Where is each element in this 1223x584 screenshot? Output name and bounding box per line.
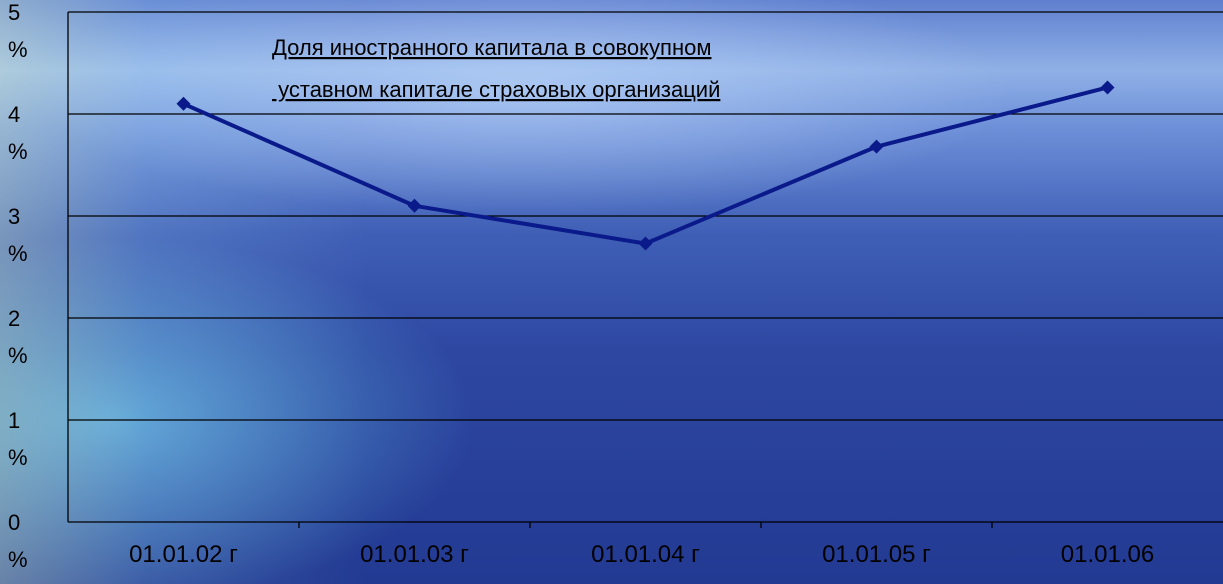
data-point-2	[638, 236, 653, 251]
y-tick-label-1: 1%	[8, 408, 28, 470]
x-tick-label-3: 01.01.05 г	[822, 541, 931, 568]
y-tick-unit-1: %	[8, 445, 28, 470]
data-point-3	[869, 139, 884, 154]
y-tick-number-0: 0	[8, 510, 20, 535]
y-tick-label-2: 2%	[8, 306, 28, 368]
chart-title-line-2: уставном капитале страховых организаций	[272, 77, 720, 102]
y-tick-unit-0: %	[8, 547, 28, 572]
grid-lines	[68, 11, 1223, 421]
y-tick-unit-5: %	[8, 37, 28, 62]
x-tick-label-4: 01.01.06	[1061, 541, 1154, 568]
x-tick-label-2: 01.01.04 г	[591, 541, 700, 568]
y-tick-unit-2: %	[8, 343, 28, 368]
y-tick-label-5: 5%	[8, 0, 28, 62]
y-tick-number-5: 5	[8, 0, 20, 25]
x-axis-ticks: 01.01.02 г 01.01.03 г 01.01.04 г 01.01.05 г…	[129, 541, 1154, 568]
x-tick-label-1: 01.01.03 г	[360, 541, 469, 568]
data-point-0	[176, 96, 191, 111]
data-point-4	[1100, 80, 1115, 95]
y-tick-number-3: 3	[8, 204, 20, 229]
y-tick-label-0: 0%	[8, 510, 28, 572]
y-tick-label-3: 3%	[8, 204, 28, 266]
y-tick-unit-3: %	[8, 241, 28, 266]
y-tick-label-4: 4%	[8, 102, 28, 164]
series-line-0	[182, 85, 1108, 246]
x-tick-label-0: 01.01.02 г	[129, 541, 238, 568]
data-point-1	[407, 198, 422, 213]
chart-title: Доля иностранного капитала в совокупном …	[272, 35, 720, 102]
y-axis-ticks: 0 %1 %2 %3 %4 %5%	[8, 0, 28, 572]
axes	[67, 12, 1223, 528]
y-tick-unit-4: %	[8, 139, 28, 164]
y-tick-number-4: 4	[8, 102, 20, 127]
chart-title-line-1: Доля иностранного капитала в совокупном	[272, 35, 711, 60]
y-tick-number-2: 2	[8, 306, 20, 331]
series-line	[176, 80, 1115, 251]
y-tick-number-1: 1	[8, 408, 20, 433]
